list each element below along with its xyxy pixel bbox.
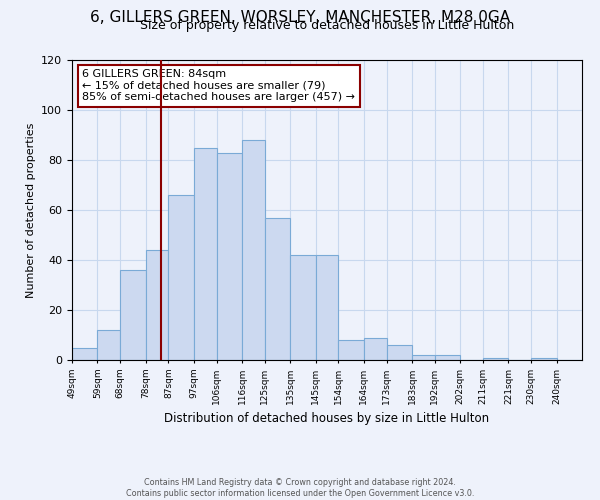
Bar [242, 140, 265, 360]
Bar [217, 152, 242, 360]
X-axis label: Distribution of detached houses by size in Little Hulton: Distribution of detached houses by size … [164, 412, 490, 426]
Bar [146, 250, 169, 360]
Bar [169, 195, 194, 360]
Bar [97, 330, 120, 360]
Title: Size of property relative to detached houses in Little Hulton: Size of property relative to detached ho… [140, 20, 514, 32]
Bar [531, 358, 557, 360]
Y-axis label: Number of detached properties: Number of detached properties [26, 122, 35, 298]
Bar [120, 270, 146, 360]
Bar [483, 358, 508, 360]
Bar [194, 148, 217, 360]
Text: 6 GILLERS GREEN: 84sqm
← 15% of detached houses are smaller (79)
85% of semi-det: 6 GILLERS GREEN: 84sqm ← 15% of detached… [82, 69, 355, 102]
Text: Contains HM Land Registry data © Crown copyright and database right 2024.
Contai: Contains HM Land Registry data © Crown c… [126, 478, 474, 498]
Bar [316, 255, 338, 360]
Bar [338, 340, 364, 360]
Bar [265, 218, 290, 360]
Bar [386, 345, 412, 360]
Bar [72, 348, 97, 360]
Text: 6, GILLERS GREEN, WORSLEY, MANCHESTER, M28 0GA: 6, GILLERS GREEN, WORSLEY, MANCHESTER, M… [90, 10, 510, 25]
Bar [364, 338, 386, 360]
Bar [435, 355, 460, 360]
Bar [412, 355, 435, 360]
Bar [290, 255, 316, 360]
